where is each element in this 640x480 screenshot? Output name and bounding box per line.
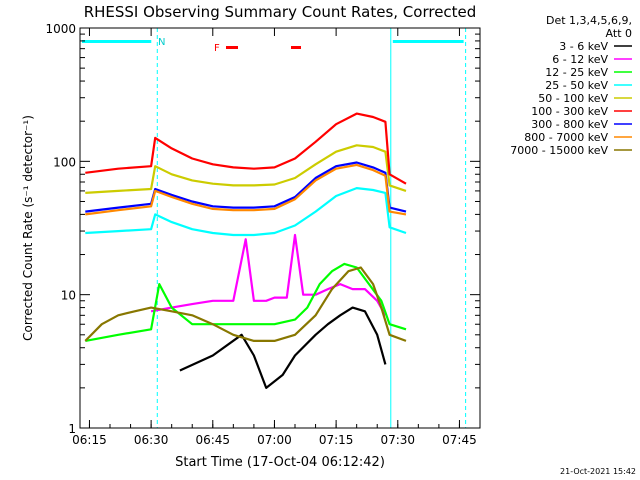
legend-label-5: 100 - 300 keV (531, 105, 608, 118)
x-tick-label-0: 06:15 (72, 433, 107, 447)
y-tick-label-0: 1 (68, 422, 76, 436)
legend-label-2: 12 - 25 keV (545, 66, 608, 79)
series-line-5 (85, 112, 407, 185)
legend-header-line2: Att 0 (606, 27, 632, 40)
legend-label-7: 800 - 7000 keV (524, 131, 608, 144)
series-line-3 (85, 187, 407, 237)
x-tick-label-5: 07:30 (380, 433, 415, 447)
legend-label-0: 3 - 6 keV (559, 40, 608, 53)
series-line-7 (85, 163, 407, 216)
legend-header-line1: Det 1,3,4,5,6,9, (546, 14, 632, 27)
flare-bar-2 (291, 46, 301, 49)
y-axis-label: Corrected Count Rate (s⁻¹ detector⁻¹) (21, 115, 35, 341)
series-line-8 (84, 266, 407, 342)
series-line-1 (150, 233, 387, 316)
x-tick-label-2: 06:45 (195, 433, 230, 447)
series-line-4 (85, 144, 407, 194)
night-bar-2 (392, 40, 464, 43)
legend-label-1: 6 - 12 keV (552, 53, 608, 66)
night-bar-1 (82, 40, 152, 43)
x-tick-label-6: 07:45 (442, 433, 477, 447)
legend-label-4: 50 - 100 keV (538, 92, 608, 105)
x-axis-label: Start Time (17-Oct-04 06:12:42) (175, 455, 385, 470)
chart-title: RHESSI Observing Summary Count Rates, Co… (84, 3, 477, 21)
marker-f-label: F (214, 43, 220, 54)
y-tick-label-3: 1000 (45, 22, 76, 36)
flare-bar-1 (226, 46, 238, 49)
legend-label-8: 7000 - 15000 keV (510, 144, 608, 157)
series-line-0 (179, 306, 387, 389)
marker-n-label: N (158, 37, 165, 48)
plot-frame (79, 27, 481, 429)
y-tick-label-2: 100 (53, 155, 76, 169)
legend-label-6: 300 - 800 keV (531, 118, 608, 131)
x-tick-label-3: 07:00 (257, 433, 292, 447)
x-tick-label-1: 06:30 (134, 433, 169, 447)
series-line-2 (85, 262, 407, 342)
legend-label-3: 25 - 50 keV (545, 79, 608, 92)
x-tick-label-4: 07:15 (319, 433, 354, 447)
series-line-6 (85, 161, 407, 213)
timestamp: 21-Oct-2021 15:42 (560, 467, 636, 476)
y-tick-label-1: 10 (61, 289, 76, 303)
